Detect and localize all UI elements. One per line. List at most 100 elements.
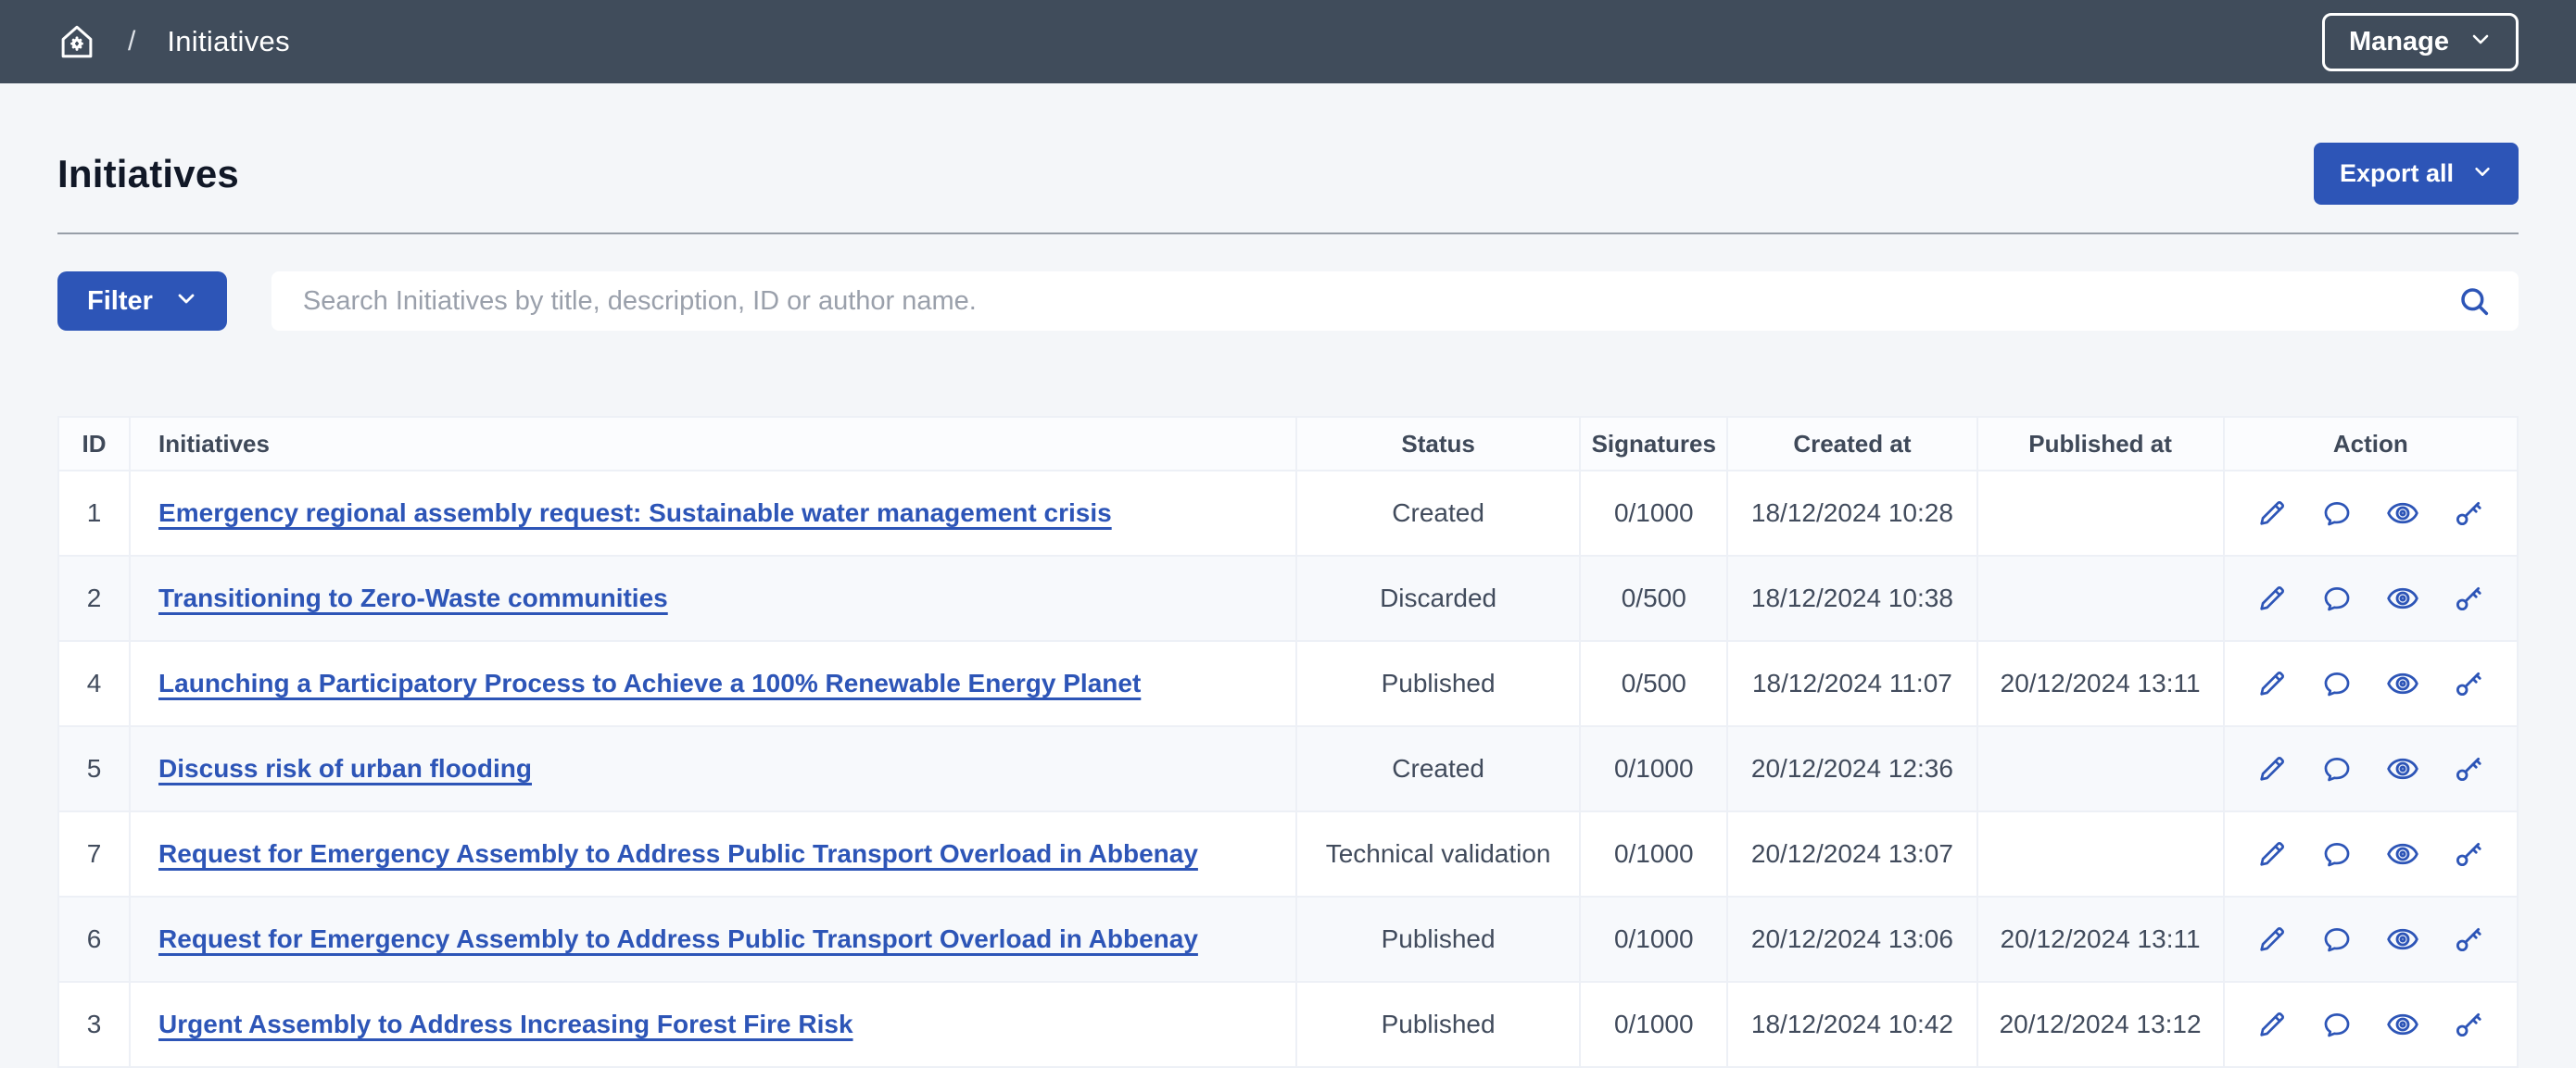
row-actions bbox=[2225, 837, 2517, 871]
row-id: 2 bbox=[57, 555, 132, 642]
row-status: Created bbox=[1294, 470, 1582, 557]
row-published-at bbox=[1976, 810, 2225, 898]
row-id: 6 bbox=[57, 896, 132, 983]
permissions-key-icon[interactable] bbox=[2453, 753, 2484, 785]
row-created-at: 20/12/2024 13:06 bbox=[1726, 896, 1978, 983]
col-header-initiatives: Initiatives bbox=[129, 416, 1297, 471]
table-row: 6 Request for Emergency Assembly to Addr… bbox=[57, 896, 2519, 983]
table-row: 1 Emergency regional assembly request: S… bbox=[57, 470, 2519, 557]
main-content: Initiatives Export all Filter bbox=[0, 143, 2576, 1068]
row-published-at: 20/12/2024 13:12 bbox=[1976, 981, 2225, 1068]
permissions-key-icon[interactable] bbox=[2453, 583, 2484, 614]
comment-bubble-icon[interactable] bbox=[2321, 497, 2353, 529]
preview-eye-icon[interactable] bbox=[2386, 923, 2419, 956]
manage-button[interactable]: Manage bbox=[2322, 12, 2519, 71]
preview-eye-icon[interactable] bbox=[2386, 667, 2419, 700]
preview-eye-icon[interactable] bbox=[2386, 496, 2419, 530]
export-all-label: Export all bbox=[2339, 159, 2454, 187]
initiative-link[interactable]: Request for Emergency Assembly to Addres… bbox=[158, 924, 1198, 953]
col-header-published-at: Published at bbox=[1976, 416, 2225, 471]
row-published-at bbox=[1976, 725, 2225, 812]
row-status: Published bbox=[1294, 640, 1582, 727]
comment-bubble-icon[interactable] bbox=[2321, 1009, 2353, 1040]
preview-eye-icon[interactable] bbox=[2386, 837, 2419, 871]
row-published-at: 20/12/2024 13:11 bbox=[1976, 896, 2225, 983]
row-created-at: 20/12/2024 13:07 bbox=[1726, 810, 1978, 898]
search-input[interactable] bbox=[271, 271, 2519, 331]
table-row: 3 Urgent Assembly to Address Increasing … bbox=[57, 981, 2519, 1068]
row-created-at: 18/12/2024 11:07 bbox=[1726, 640, 1978, 727]
comment-bubble-icon[interactable] bbox=[2321, 583, 2353, 614]
comment-bubble-icon[interactable] bbox=[2321, 838, 2353, 870]
permissions-key-icon[interactable] bbox=[2453, 838, 2484, 870]
row-created-at: 20/12/2024 12:36 bbox=[1726, 725, 1978, 812]
initiative-link[interactable]: Transitioning to Zero-Waste communities bbox=[158, 584, 668, 612]
row-published-at bbox=[1976, 470, 2225, 557]
preview-eye-icon[interactable] bbox=[2386, 582, 2419, 615]
breadcrumb-separator: / bbox=[128, 26, 136, 57]
edit-pencil-icon[interactable] bbox=[2256, 668, 2288, 699]
filter-button[interactable]: Filter bbox=[57, 271, 227, 331]
initiative-link[interactable]: Emergency regional assembly request: Sus… bbox=[158, 498, 1112, 527]
row-created-at: 18/12/2024 10:28 bbox=[1726, 470, 1978, 557]
edit-pencil-icon[interactable] bbox=[2256, 753, 2288, 785]
row-published-at: 20/12/2024 13:11 bbox=[1976, 640, 2225, 727]
permissions-key-icon[interactable] bbox=[2453, 497, 2484, 529]
edit-pencil-icon[interactable] bbox=[2256, 497, 2288, 529]
row-published-at bbox=[1976, 555, 2225, 642]
edit-pencil-icon[interactable] bbox=[2256, 1009, 2288, 1040]
table-row: 2 Transitioning to Zero-Waste communitie… bbox=[57, 555, 2519, 642]
initiatives-table: ID Initiatives Status Signatures Created… bbox=[57, 416, 2519, 1068]
export-all-button[interactable]: Export all bbox=[2313, 143, 2519, 205]
initiative-link[interactable]: Launching a Participatory Process to Ach… bbox=[158, 669, 1142, 697]
initiative-link[interactable]: Urgent Assembly to Address Increasing Fo… bbox=[158, 1010, 853, 1038]
breadcrumb-current[interactable]: Initiatives bbox=[167, 25, 290, 57]
search-icon[interactable] bbox=[2456, 283, 2493, 320]
row-id: 3 bbox=[57, 981, 132, 1068]
comment-bubble-icon[interactable] bbox=[2321, 753, 2353, 785]
row-status: Published bbox=[1294, 896, 1582, 983]
permissions-key-icon[interactable] bbox=[2453, 924, 2484, 955]
col-header-action: Action bbox=[2222, 416, 2519, 471]
row-actions bbox=[2225, 496, 2517, 530]
row-status: Discarded bbox=[1294, 555, 1582, 642]
edit-pencil-icon[interactable] bbox=[2256, 924, 2288, 955]
row-signatures: 0/500 bbox=[1579, 555, 1729, 642]
row-signatures: 0/1000 bbox=[1579, 810, 1729, 898]
row-actions bbox=[2225, 582, 2517, 615]
col-header-status: Status bbox=[1294, 416, 1582, 471]
permissions-key-icon[interactable] bbox=[2453, 668, 2484, 699]
row-id: 1 bbox=[57, 470, 132, 557]
table-row: 5 Discuss risk of urban flooding Created… bbox=[57, 725, 2519, 812]
permissions-key-icon[interactable] bbox=[2453, 1009, 2484, 1040]
initiative-link[interactable]: Request for Emergency Assembly to Addres… bbox=[158, 839, 1198, 868]
row-signatures: 0/1000 bbox=[1579, 981, 1729, 1068]
row-signatures: 0/1000 bbox=[1579, 470, 1729, 557]
row-actions bbox=[2225, 752, 2517, 785]
table-row: 7 Request for Emergency Assembly to Addr… bbox=[57, 810, 2519, 898]
page-title: Initiatives bbox=[57, 151, 239, 195]
chevron-down-icon bbox=[2472, 159, 2493, 188]
row-actions bbox=[2225, 923, 2517, 956]
preview-eye-icon[interactable] bbox=[2386, 1008, 2419, 1041]
row-id: 5 bbox=[57, 725, 132, 812]
col-header-signatures: Signatures bbox=[1579, 416, 1729, 471]
edit-pencil-icon[interactable] bbox=[2256, 838, 2288, 870]
manage-button-label: Manage bbox=[2349, 26, 2449, 57]
row-signatures: 0/1000 bbox=[1579, 896, 1729, 983]
comment-bubble-icon[interactable] bbox=[2321, 924, 2353, 955]
row-actions bbox=[2225, 667, 2517, 700]
breadcrumb: / Initiatives bbox=[57, 22, 290, 61]
preview-eye-icon[interactable] bbox=[2386, 752, 2419, 785]
admin-topbar: / Initiatives Manage bbox=[0, 0, 2576, 83]
row-actions bbox=[2225, 1008, 2517, 1041]
row-created-at: 18/12/2024 10:42 bbox=[1726, 981, 1978, 1068]
comment-bubble-icon[interactable] bbox=[2321, 668, 2353, 699]
home-gear-icon[interactable] bbox=[57, 22, 96, 61]
initiative-link[interactable]: Discuss risk of urban flooding bbox=[158, 754, 532, 783]
edit-pencil-icon[interactable] bbox=[2256, 583, 2288, 614]
table-header-row: ID Initiatives Status Signatures Created… bbox=[57, 416, 2519, 471]
search-bar bbox=[271, 271, 2519, 331]
row-id: 7 bbox=[57, 810, 132, 898]
row-status: Technical validation bbox=[1294, 810, 1582, 898]
